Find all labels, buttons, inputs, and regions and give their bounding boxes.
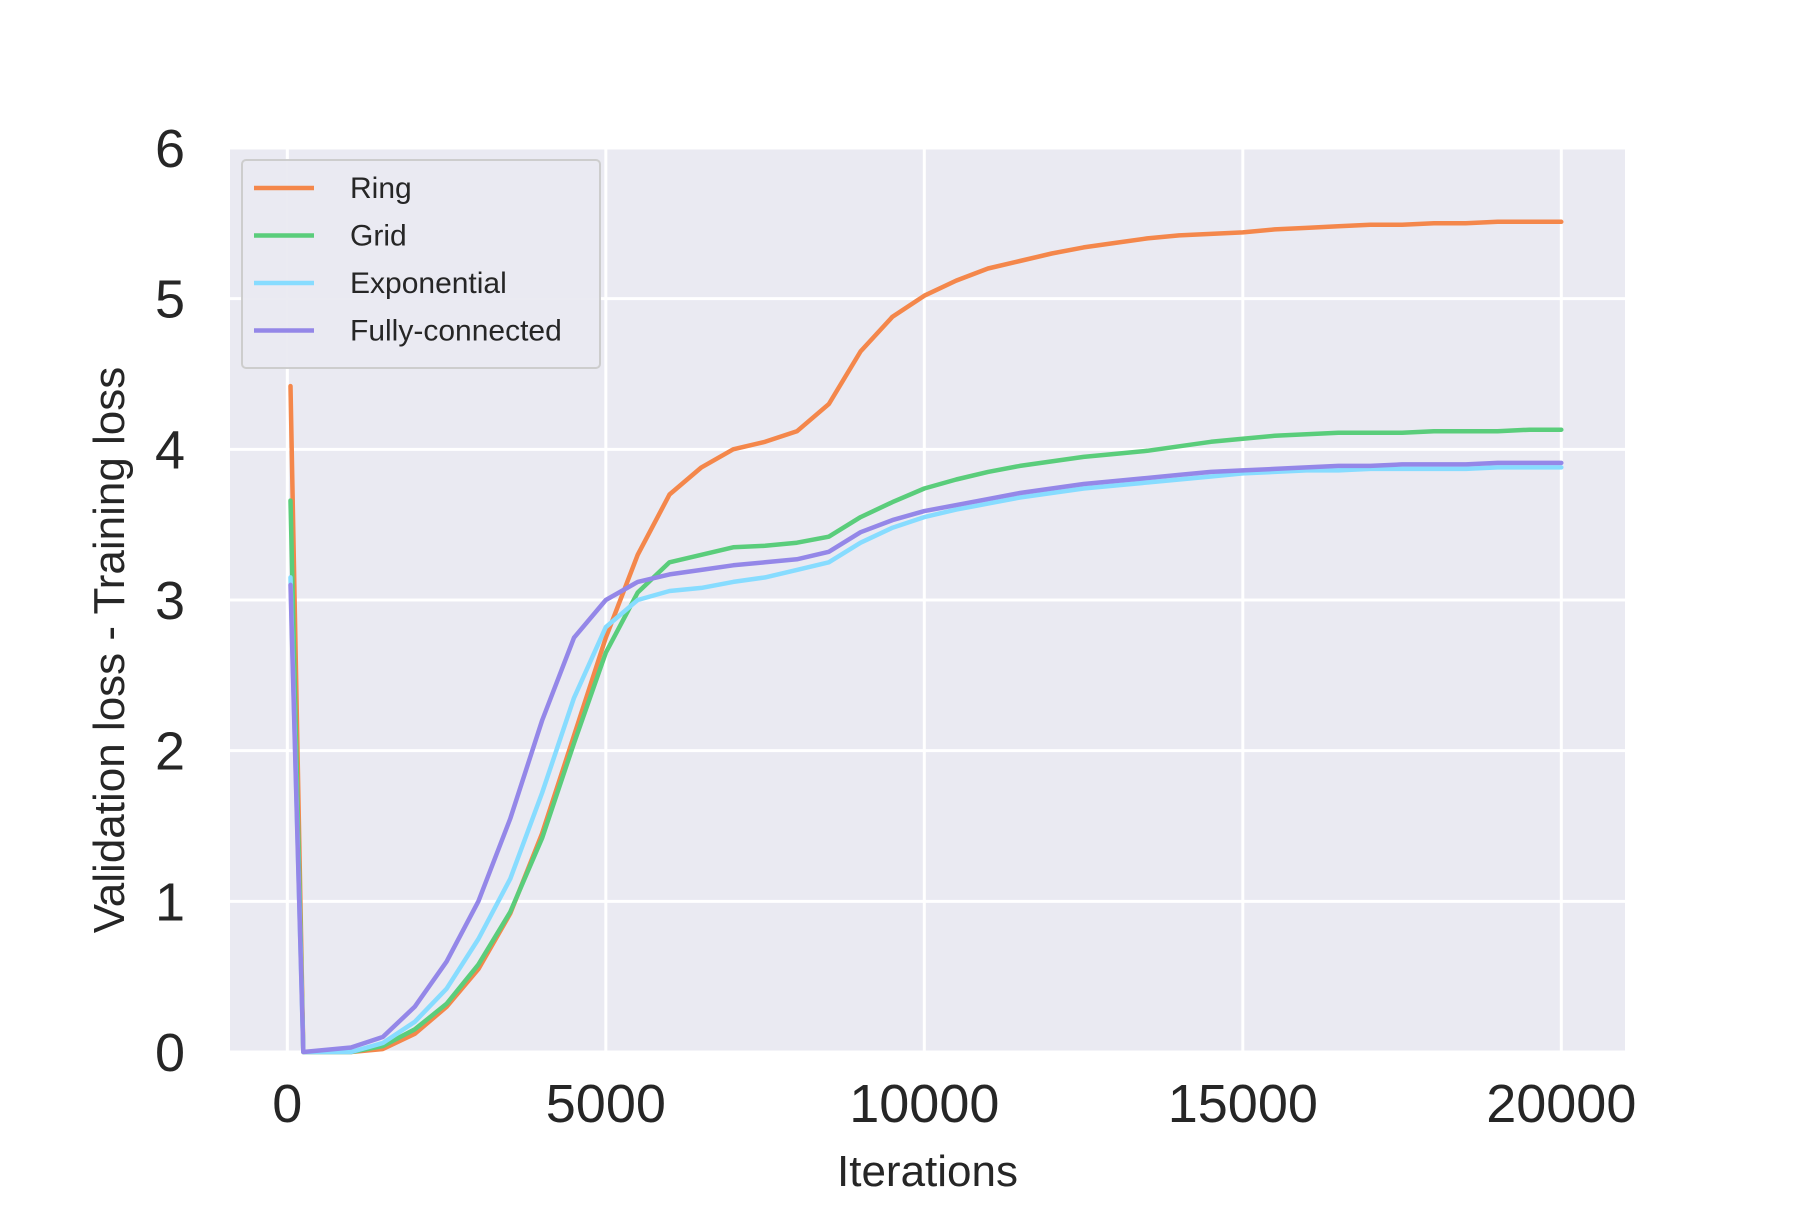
x-tick-label: 20000 [1486, 1074, 1636, 1134]
legend-box [241, 159, 601, 369]
legend-label: Ring [350, 172, 412, 205]
legend-label: Fully-connected [350, 315, 562, 348]
y-tick-label: 6 [155, 119, 185, 179]
x-tick-label: 15000 [1168, 1074, 1318, 1134]
series-line-fully-connected [288, 460, 1564, 1055]
y-tick-label: 4 [155, 420, 185, 480]
tick-labels: 0 5000 10000 15000 20000 0 1 2 3 4 5 6 [155, 119, 1636, 1134]
x-tick-label: 5000 [546, 1074, 666, 1134]
y-tick-label: 3 [155, 571, 185, 631]
legend: Ring Grid Exponential Fully-connected [241, 159, 601, 369]
series-line-exponential [288, 465, 1564, 1055]
y-tick-label: 5 [155, 270, 185, 330]
series-line-grid [288, 427, 1564, 1055]
y-tick-label: 1 [155, 872, 185, 932]
series-layer [288, 219, 1564, 1055]
x-tick-label: 0 [272, 1074, 302, 1134]
x-axis-label: Iterations [837, 1147, 1018, 1196]
x-tick-label: 10000 [849, 1074, 999, 1134]
y-tick-label: 0 [155, 1023, 185, 1083]
y-tick-label: 2 [155, 722, 185, 782]
legend-label: Exponential [350, 267, 507, 300]
legend-label: Grid [350, 220, 407, 253]
y-axis-label: Validation loss - Training loss [85, 367, 134, 934]
